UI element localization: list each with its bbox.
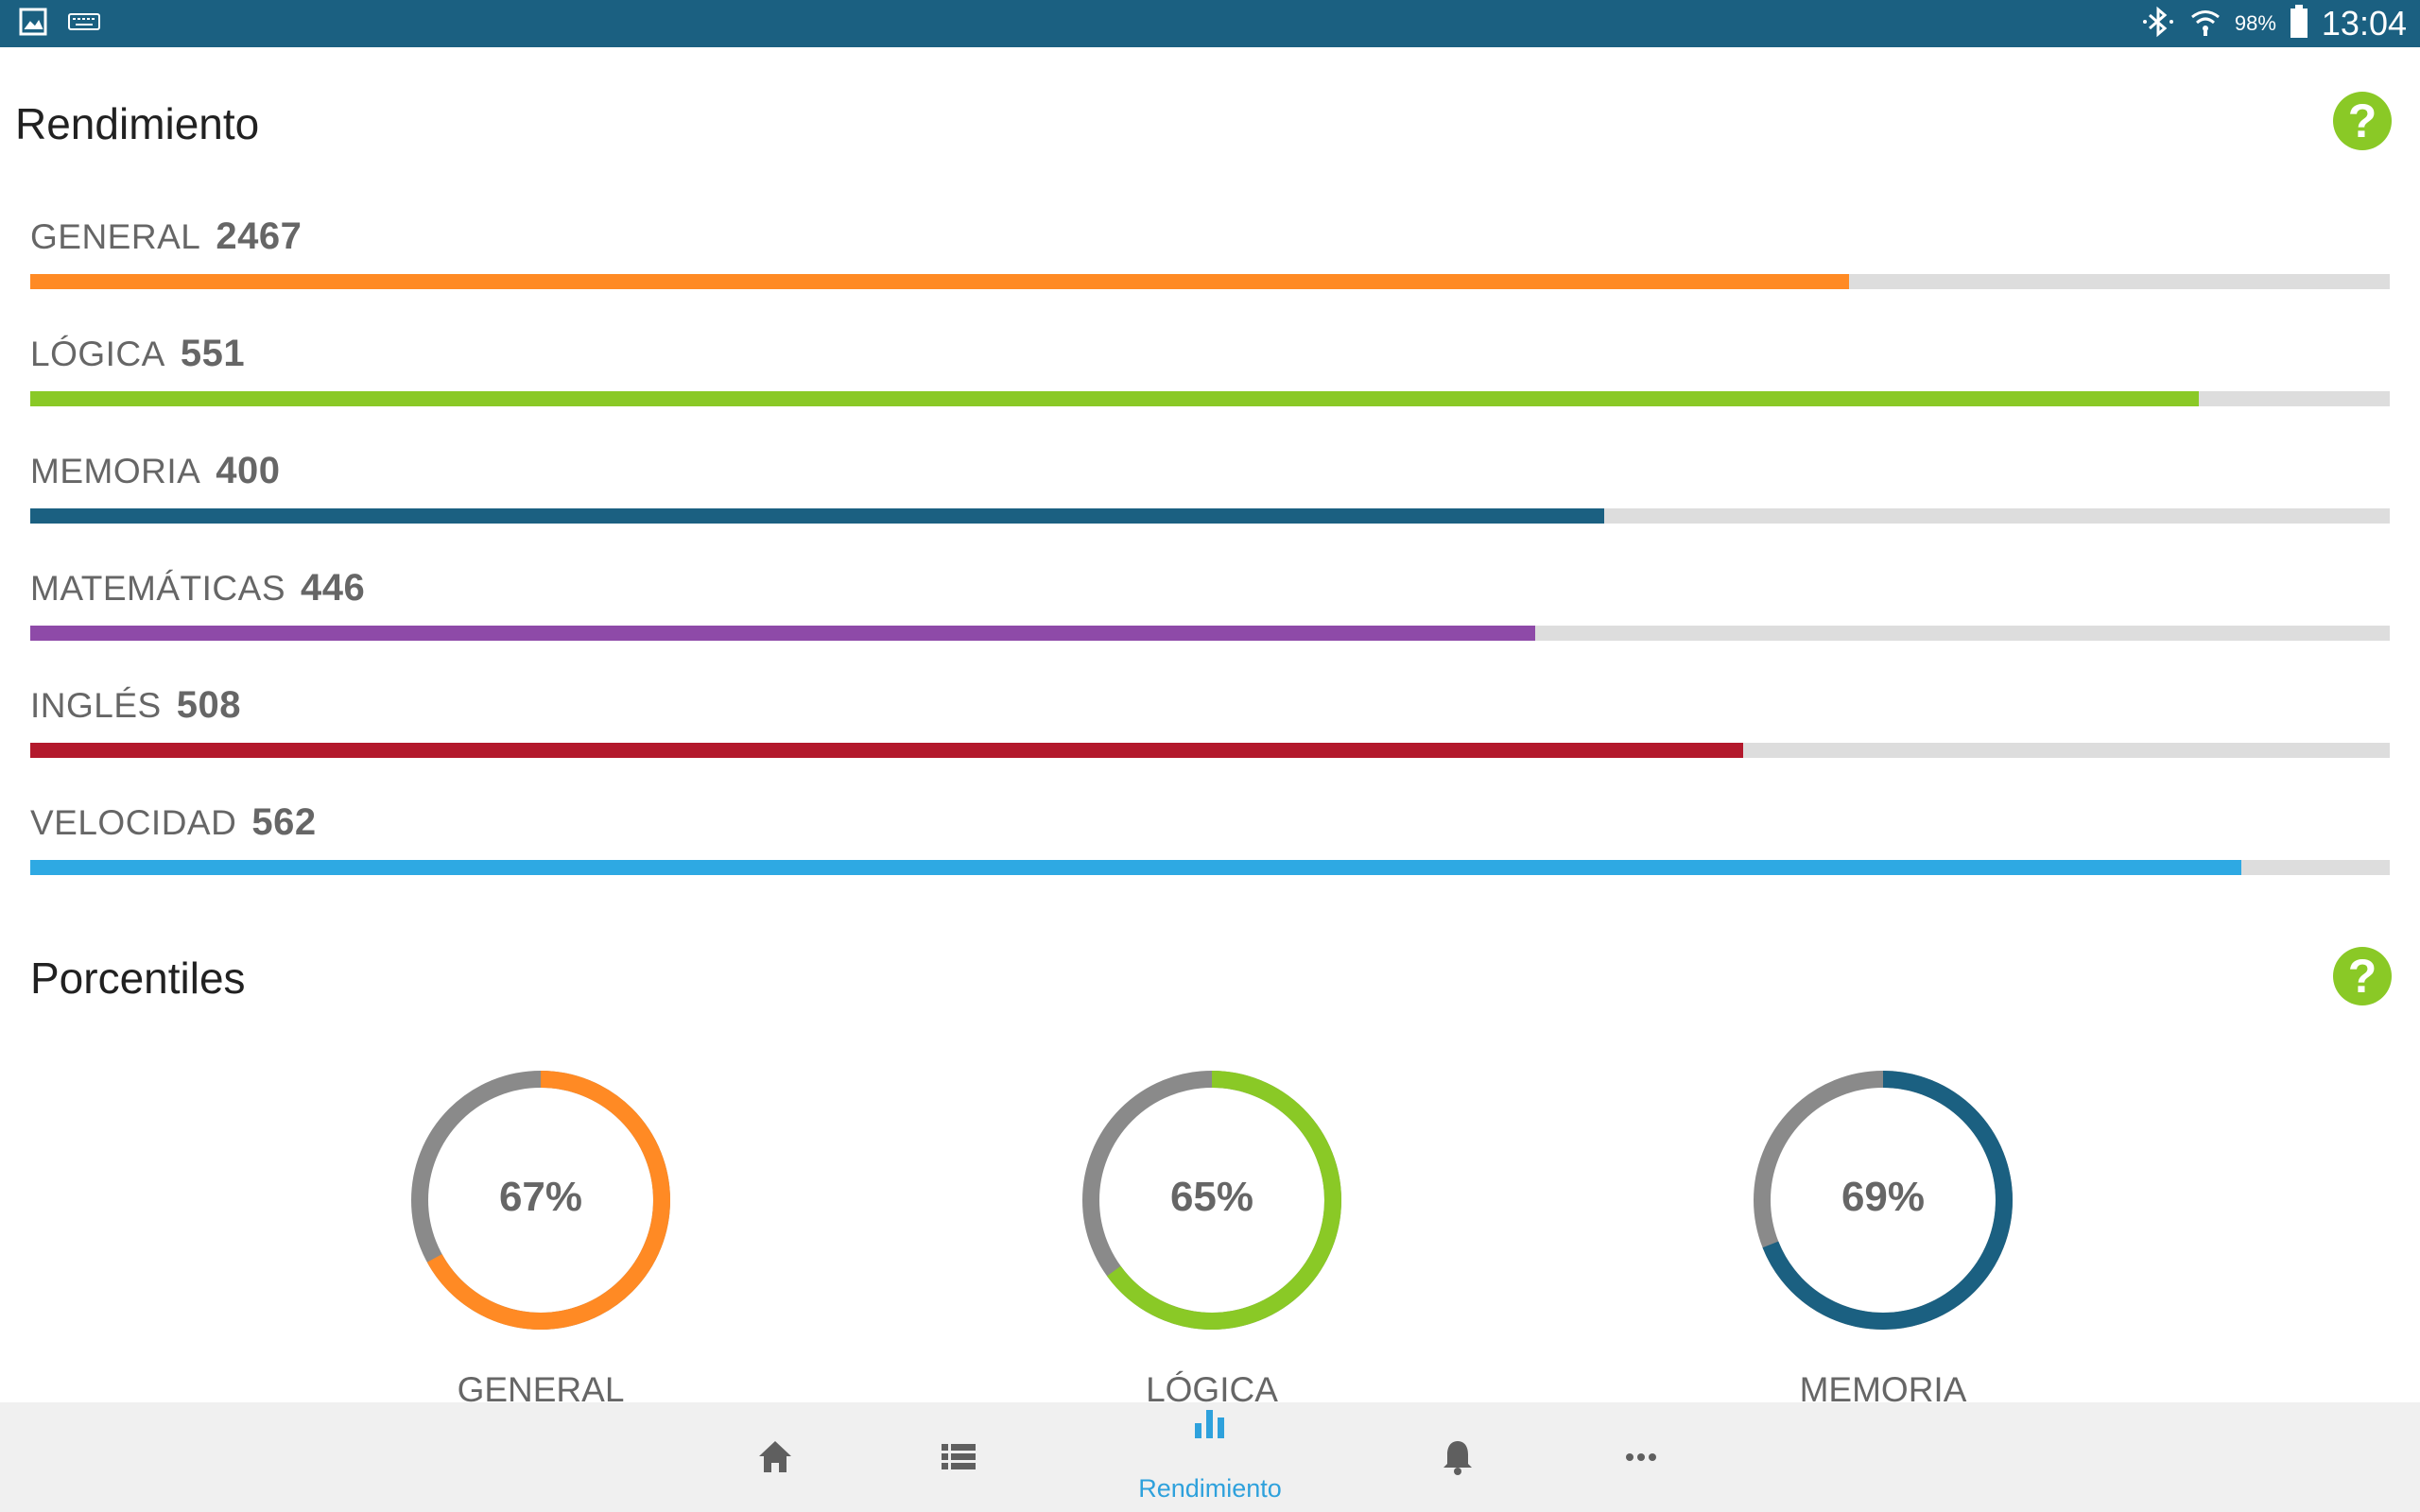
metric-general: GENERAL 2467 — [30, 215, 2390, 310]
gauge-value: 65% — [1169, 1174, 1254, 1220]
nav-more[interactable] — [1547, 1402, 1736, 1512]
metric-track — [30, 508, 2390, 524]
metric-track — [30, 860, 2390, 875]
metric-fill — [30, 274, 1850, 289]
metric-track — [30, 391, 2390, 406]
gauge-value: 67% — [498, 1174, 583, 1220]
porcentiles-title: Porcentiles — [30, 954, 246, 1003]
nav-notifications[interactable] — [1363, 1402, 1552, 1512]
metric-velocidad: VELOCIDAD 562 — [30, 801, 2390, 896]
metric-score: 508 — [176, 684, 241, 726]
keyboard-icon — [68, 12, 100, 36]
metric-score: 400 — [216, 450, 281, 491]
metric-fill — [30, 743, 1744, 758]
metric-track — [30, 626, 2390, 641]
metric-name: VELOCIDAD — [30, 803, 237, 842]
porcentiles-help-icon[interactable]: ? — [2333, 947, 2392, 1005]
metric-score: 562 — [251, 801, 317, 843]
metric-name: MATEMÁTICAS — [30, 569, 285, 608]
gauge-ring — [1754, 1071, 2013, 1330]
image-icon — [19, 8, 47, 41]
nav-home[interactable] — [681, 1402, 870, 1512]
metric-memoria: MEMORIA 400 — [30, 450, 2390, 544]
metric-score: 551 — [180, 333, 246, 374]
metric-track — [30, 274, 2390, 289]
battery-icon — [2290, 4, 2308, 43]
percentile-gauge-memoria: 69% MEMORIA — [1694, 1068, 2072, 1427]
metric-fill — [30, 626, 1536, 641]
metric-score: 2467 — [216, 215, 302, 257]
nav-rendimiento[interactable]: Rendimiento — [1115, 1402, 1305, 1512]
percentile-gauge-general: 67% GENERAL — [352, 1068, 730, 1427]
rendimiento-title: Rendimiento — [15, 99, 260, 148]
status-left-icons — [19, 8, 100, 40]
bluetooth-icon — [2140, 4, 2176, 44]
metric-ingles: INGLÉS 508 — [30, 684, 2390, 779]
metric-score: 446 — [301, 567, 366, 609]
gauge-ring — [1082, 1071, 1341, 1330]
gauge-value: 69% — [1841, 1174, 1926, 1220]
rendimiento-help-icon[interactable]: ? — [2333, 92, 2392, 150]
bottom-nav: Rendimiento — [0, 1402, 2420, 1512]
metric-logica: LÓGICA 551 — [30, 333, 2390, 427]
nav-rendimiento-label: Rendimiento — [1138, 1474, 1282, 1503]
bar-chart-icon — [1195, 1410, 1224, 1438]
metric-track — [30, 743, 2390, 758]
metric-fill — [30, 508, 1604, 524]
home-icon — [759, 1441, 791, 1472]
bell-icon — [1443, 1441, 1472, 1475]
percentile-gauge-logica: 65% LÓGICA — [1023, 1068, 1401, 1427]
more-icon — [1626, 1453, 1656, 1461]
metric-fill — [30, 391, 2199, 406]
metric-name: LÓGICA — [30, 335, 165, 373]
clock: 13:04 — [2321, 4, 2407, 43]
metric-matematicas: MATEMÁTICAS 446 — [30, 567, 2390, 662]
nav-list[interactable] — [864, 1402, 1053, 1512]
wifi-icon — [2189, 6, 2221, 43]
metric-name: INGLÉS — [30, 686, 162, 725]
status-bar: 98% 13:04 — [0, 0, 2420, 47]
gauge-ring — [411, 1071, 670, 1330]
status-right-icons: 98% 13:04 — [2140, 0, 2407, 47]
battery-percent: 98% — [2234, 11, 2276, 35]
metric-name: GENERAL — [30, 217, 201, 256]
list-icon — [942, 1444, 976, 1469]
metric-fill — [30, 860, 2241, 875]
metric-name: MEMORIA — [30, 452, 201, 490]
